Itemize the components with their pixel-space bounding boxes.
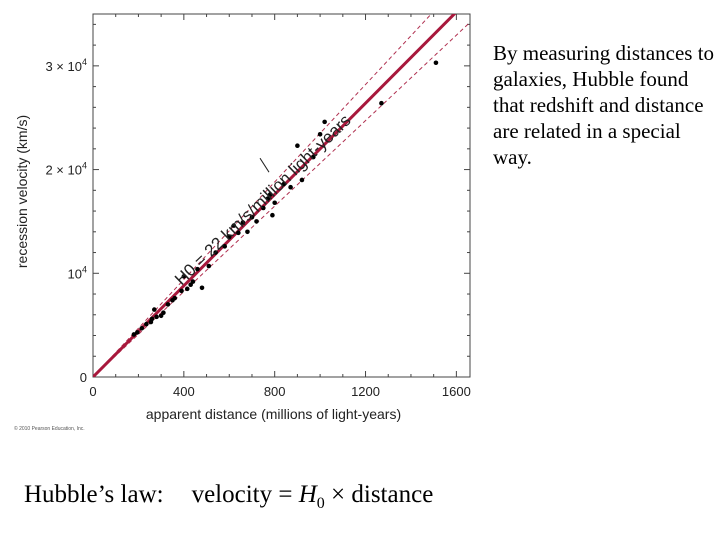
- data-point: [144, 321, 149, 327]
- x-tick-label: 0: [89, 384, 96, 399]
- y-tick-label-base: 10: [68, 266, 82, 281]
- law-formula-suffix: × distance: [324, 481, 434, 508]
- data-point: [231, 223, 237, 228]
- copyright-text: © 2010 Pearson Education, Inc.: [14, 425, 85, 432]
- x-axis-title: apparent distance (millions of light-yea…: [146, 406, 401, 422]
- fit-line-leader: [259, 157, 270, 173]
- y-tick-label-base: 2 × 10: [45, 163, 82, 178]
- chart-axes: [92, 13, 471, 378]
- data-point: [181, 274, 187, 279]
- data-point: [139, 325, 145, 331]
- fit-line-label: H0 = 22 km/s/million light-years: [171, 111, 354, 289]
- data-point: [295, 143, 300, 149]
- fit-line-label-text: H0 = 22 km/s/million light-years: [171, 111, 354, 289]
- data-point: [281, 181, 287, 187]
- data-point: [131, 332, 137, 337]
- y-tick-label-exp: 4: [82, 57, 87, 67]
- data-point: [184, 286, 190, 292]
- law-formula-symbol: H: [298, 481, 317, 508]
- data-point: [240, 220, 246, 225]
- law-formula-subscript: 0: [316, 495, 325, 512]
- data-point: [236, 230, 241, 236]
- data-point: [254, 219, 259, 224]
- data-point: [222, 244, 228, 249]
- y-tick-label: 2 × 104: [45, 161, 87, 178]
- data-points: [131, 60, 439, 337]
- y-tick-label: 0: [80, 370, 87, 385]
- y-tick-label-exp: 4: [82, 264, 87, 274]
- data-point: [310, 154, 316, 160]
- description-text: By measuring distances to galaxies, Hubb…: [493, 41, 715, 169]
- x-tick-label: 1600: [442, 384, 471, 399]
- data-point: [190, 279, 196, 284]
- y-tick-label: 3 × 104: [45, 57, 87, 74]
- data-point: [288, 184, 293, 190]
- data-point: [270, 212, 275, 218]
- data-point: [245, 229, 250, 235]
- data-point: [265, 196, 271, 201]
- data-point: [134, 330, 140, 335]
- data-point: [249, 214, 255, 220]
- data-point: [213, 250, 218, 255]
- y-tick-label-exp: 4: [82, 161, 87, 171]
- data-point: [379, 100, 384, 106]
- x-tick-label: 400: [173, 384, 195, 399]
- data-point: [261, 205, 266, 211]
- x-tick-label: 1200: [351, 384, 380, 399]
- y-axis-title: recession velocity (km/s): [14, 115, 30, 268]
- y-tick-label-base: 3 × 10: [45, 59, 82, 74]
- law-formula-prefix: velocity =: [191, 481, 299, 508]
- data-point: [299, 177, 305, 183]
- data-point: [179, 288, 184, 294]
- law-label: Hubble’s law:: [24, 481, 164, 508]
- data-point: [199, 285, 205, 291]
- data-point: [267, 192, 273, 197]
- data-point: [165, 302, 171, 307]
- data-point: [152, 307, 157, 312]
- data-point: [172, 295, 178, 301]
- data-point: [206, 263, 212, 269]
- fit-line: [93, 14, 457, 377]
- x-tick-label: 800: [264, 384, 286, 399]
- data-point: [317, 132, 323, 137]
- data-point: [154, 314, 159, 320]
- data-point: [226, 234, 232, 240]
- hubbles-law: Hubble’s law: velocity = H0 × distance: [24, 481, 433, 513]
- data-point: [149, 316, 155, 322]
- data-point: [322, 119, 327, 125]
- data-point: [195, 266, 200, 272]
- plot-frame: [92, 13, 471, 378]
- y-tick-label-base: 0: [80, 370, 87, 385]
- y-tick-label: 104: [68, 264, 87, 281]
- data-point: [161, 310, 166, 315]
- data-point: [272, 200, 277, 206]
- data-point: [433, 60, 439, 66]
